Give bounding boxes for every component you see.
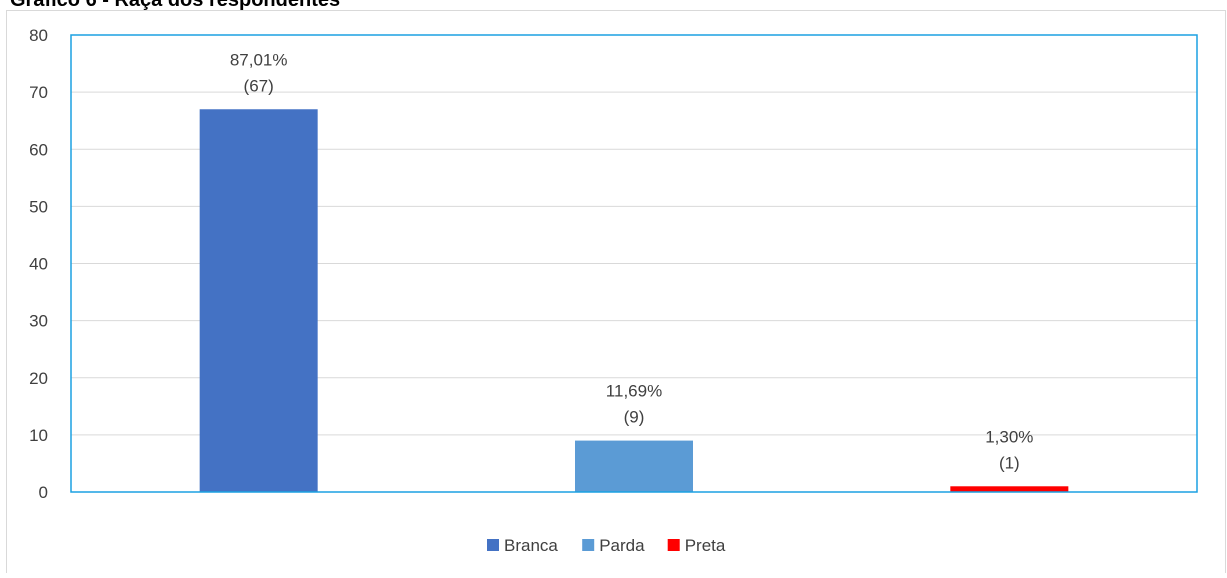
y-tick-label-50: 50	[29, 197, 48, 216]
data-label-percent-parda: 11,69%	[606, 382, 662, 401]
data-label-percent-branca: 87,01%	[230, 50, 288, 69]
legend: Branca Parda Preta	[487, 536, 726, 555]
legend-label-parda: Parda	[599, 536, 645, 555]
y-tick-label-40: 40	[29, 255, 48, 274]
bar-preta	[950, 486, 1069, 492]
y-tick-label-70: 70	[29, 83, 48, 102]
bar-branca	[199, 109, 318, 492]
y-tick-label-10: 10	[29, 426, 48, 445]
legend-label-branca: Branca	[504, 536, 558, 555]
legend-swatch-preta	[667, 539, 680, 551]
bars	[199, 109, 1069, 492]
plot-area-border	[70, 34, 1198, 493]
data-labels: 87,01% (67) 11,69% (9) 1,30% (1)	[230, 50, 1034, 472]
y-tick-label-30: 30	[29, 312, 48, 331]
y-tick-label-80: 80	[29, 26, 48, 45]
bar-parda	[575, 440, 693, 492]
legend-swatch-branca	[487, 539, 499, 551]
y-tick-label-20: 20	[29, 369, 48, 388]
legend-label-preta: Preta	[685, 536, 726, 555]
y-tick-label-60: 60	[29, 140, 48, 159]
chart-title: Gráfico 6 - Raça dos respondentes	[10, 0, 340, 11]
data-label-count-parda: (9)	[624, 408, 645, 427]
data-label-count-preta: (1)	[999, 453, 1020, 472]
y-tick-label-0: 0	[39, 483, 48, 502]
data-label-percent-preta: 1,30%	[985, 427, 1033, 446]
legend-swatch-parda	[582, 539, 595, 551]
data-label-count-branca: (67)	[244, 76, 274, 95]
y-axis-ticks: 0 10 20 30 40 50 60 70 80	[29, 26, 48, 502]
